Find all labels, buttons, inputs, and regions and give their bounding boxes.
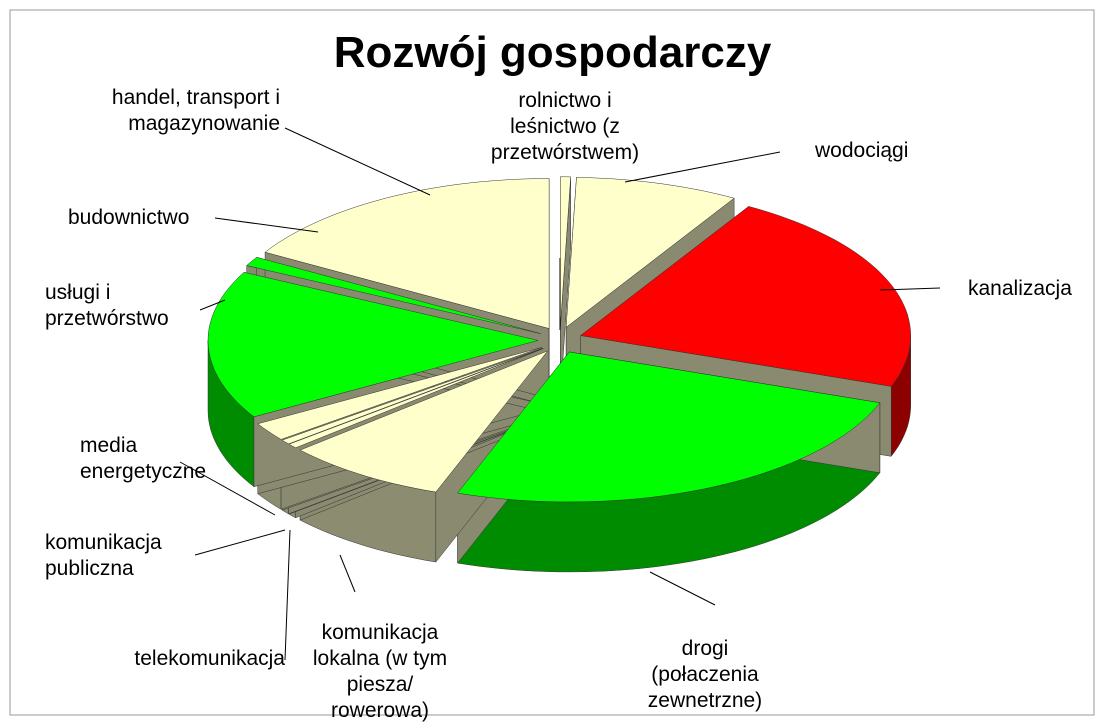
slice xyxy=(299,350,549,493)
leader-line xyxy=(879,287,941,291)
leader-line xyxy=(194,529,286,556)
slice xyxy=(246,257,541,334)
slice-label: wodociągi xyxy=(815,139,909,162)
slice-label: kanalizacja xyxy=(968,277,1072,300)
slice-label: drogi (połaczenia zewnetrzne) xyxy=(647,637,763,712)
slice-label: media energetyczne xyxy=(80,434,207,483)
slice-label: komunikacja publiczna xyxy=(45,531,162,580)
slice-label: rolnictwo i leśnictwo (z przetwórstwem) xyxy=(490,89,640,164)
slice xyxy=(580,206,911,387)
slice-label: handel, transport i magazynowanie xyxy=(111,86,280,135)
slice xyxy=(457,351,881,503)
leader-line xyxy=(284,127,431,196)
slice xyxy=(257,347,542,440)
slice-label: komunikacja lokalna (w tym piesza/ rower… xyxy=(312,621,448,722)
slice xyxy=(281,348,543,445)
slice xyxy=(288,348,544,449)
slice xyxy=(264,178,550,329)
leader-line xyxy=(649,571,716,606)
slice-label: usługi i przetwórstwo xyxy=(45,281,169,330)
slice-label: telekomunikacja xyxy=(134,647,285,670)
slice-label: budownictwo xyxy=(68,206,190,229)
leader-line xyxy=(179,461,276,516)
frame xyxy=(9,9,1095,716)
leader-line xyxy=(624,151,781,183)
leader-line xyxy=(339,554,356,593)
slice xyxy=(565,177,735,328)
leader-line xyxy=(284,529,291,661)
chart-title: Rozwój gospodarczy xyxy=(333,28,772,77)
slice xyxy=(560,176,571,327)
slice xyxy=(207,272,539,418)
leader-line xyxy=(214,217,319,233)
leader-line xyxy=(199,299,226,311)
